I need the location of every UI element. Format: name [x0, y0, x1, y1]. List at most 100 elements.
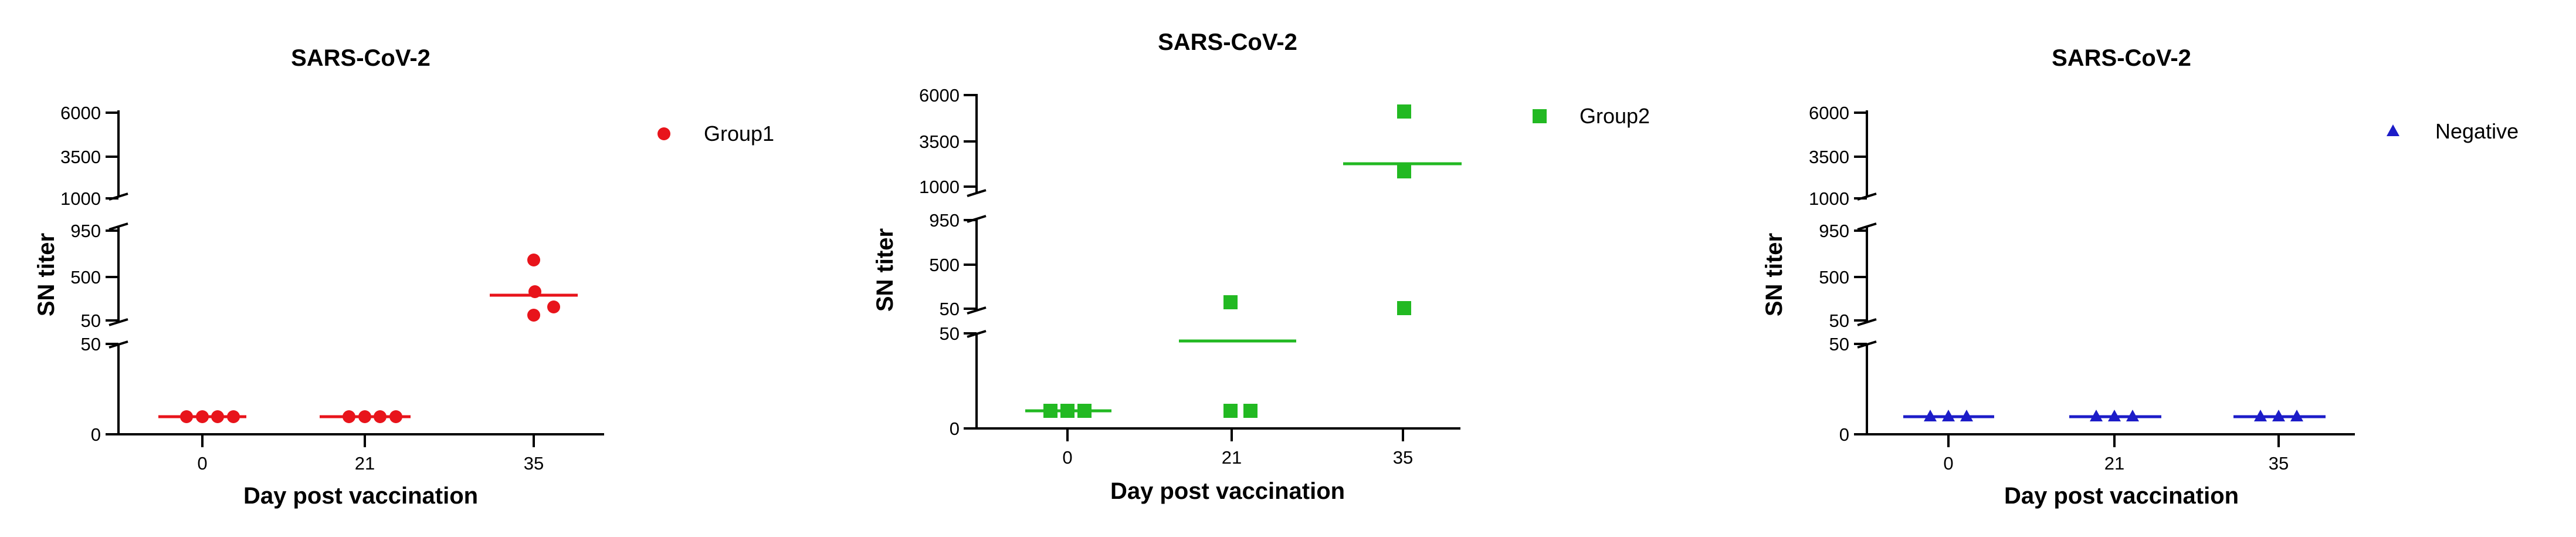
y-tick-label: 50 [940, 299, 960, 319]
data-point-day0 [180, 410, 193, 423]
y-tick-label: 3500 [60, 147, 101, 167]
data-point-day21 [374, 410, 387, 423]
data-point-day35 [2272, 410, 2285, 421]
plot-marks [158, 254, 578, 423]
y-tick-label: 1000 [1809, 188, 1849, 209]
y-axis [1854, 110, 1877, 435]
y-axis [964, 94, 987, 430]
x-tick-labels: 0 21 35 [1062, 447, 1413, 468]
x-tick-label: 0 [197, 453, 207, 474]
data-point-day0 [1077, 404, 1092, 418]
legend-marker [2387, 124, 2399, 136]
data-point-day35 [2254, 410, 2267, 421]
data-point-day21 [389, 410, 402, 423]
y-tick-label: 6000 [60, 103, 101, 123]
x-tick-label: 21 [2104, 453, 2124, 474]
data-point-day35 [1397, 164, 1411, 178]
x-tick-label: 0 [1062, 447, 1072, 468]
data-point-day35 [527, 254, 540, 266]
y-tick-labels: 6000 3500 1000 950 500 50 50 0 [1809, 103, 1849, 445]
data-point-day21 [358, 410, 371, 423]
chart-title: SARS-CoV-2 [1158, 29, 1297, 55]
data-point-day0 [1942, 410, 1955, 421]
y-tick-label: 3500 [1809, 147, 1849, 167]
y-tick-label: 50 [1829, 334, 1849, 354]
y-tick-label: 3500 [919, 131, 960, 152]
chart-panel-2: SARS-CoV-2 SN titer Day post vaccination… [872, 29, 1650, 504]
data-point-day35 [2290, 410, 2303, 421]
data-point-day35 [527, 309, 540, 322]
data-point-day0 [1043, 404, 1057, 418]
x-tick-label: 0 [1943, 453, 1953, 474]
chart-title: SARS-CoV-2 [291, 45, 431, 71]
y-tick-label: 950 [1819, 221, 1849, 241]
data-point-day0 [1924, 410, 1937, 421]
y-axis-label: SN titer [872, 228, 898, 312]
data-point-day21 [1243, 404, 1258, 418]
plot-marks [1025, 104, 1462, 418]
data-point-day0 [211, 410, 224, 423]
data-point-day35 [1397, 301, 1411, 315]
y-tick-label: 0 [91, 424, 101, 445]
x-tick-label: 35 [2269, 453, 2289, 474]
data-point-day0 [1960, 410, 1973, 421]
y-tick-label: 500 [1819, 267, 1849, 288]
y-tick-label: 50 [81, 310, 101, 331]
legend: Negative [2387, 119, 2519, 143]
data-point-day21 [1223, 404, 1238, 418]
y-tick-label: 6000 [1809, 103, 1849, 123]
x-axis [1867, 433, 2355, 447]
data-point-day0 [196, 410, 209, 423]
chart-panel-1: SARS-CoV-2 SN titer Day post vaccination… [33, 45, 774, 509]
data-point-day21 [343, 410, 355, 423]
y-tick-label: 950 [929, 210, 960, 231]
x-tick-labels: 0 21 35 [197, 453, 544, 474]
data-point-day35 [547, 300, 560, 313]
x-axis-label: Day post vaccination [2004, 483, 2239, 509]
legend-label: Group2 [1580, 104, 1650, 128]
x-axis [118, 433, 604, 447]
x-tick-labels: 0 21 35 [1943, 453, 2289, 474]
x-axis-label: Day post vaccination [243, 483, 478, 509]
y-tick-labels: 6000 3500 1000 950 500 50 50 0 [60, 103, 101, 445]
data-point-day0 [1060, 404, 1075, 418]
y-tick-label: 1000 [919, 177, 960, 197]
y-tick-label: 0 [1839, 424, 1849, 445]
data-point-day35 [1397, 104, 1411, 119]
x-axis-label: Day post vaccination [1110, 478, 1345, 504]
y-tick-label: 0 [950, 418, 960, 439]
y-tick-label: 950 [70, 221, 101, 241]
x-tick-label: 35 [524, 453, 544, 474]
plot-marks [1903, 410, 2326, 421]
x-tick-label: 35 [1393, 447, 1413, 468]
data-point-day35 [528, 285, 541, 298]
data-point-day21 [1223, 295, 1238, 309]
x-tick-label: 21 [1222, 447, 1242, 468]
legend-marker [1533, 109, 1547, 123]
y-tick-label: 1000 [60, 188, 101, 209]
y-axis-label: SN titer [1761, 233, 1787, 316]
legend: Group1 [657, 121, 774, 146]
x-axis [977, 427, 1460, 441]
y-axis-label: SN titer [33, 233, 59, 316]
legend-label: Group1 [704, 121, 774, 146]
legend-marker [657, 127, 670, 140]
y-tick-label: 500 [929, 255, 960, 275]
data-point-day21 [2108, 410, 2121, 421]
legend-label: Negative [2435, 119, 2519, 143]
y-tick-label: 50 [940, 323, 960, 344]
legend: Group2 [1533, 104, 1650, 128]
data-point-day21 [2090, 410, 2103, 421]
y-tick-label: 500 [70, 267, 101, 288]
x-tick-label: 21 [355, 453, 375, 474]
chart-title: SARS-CoV-2 [2052, 45, 2191, 71]
y-tick-label: 50 [81, 334, 101, 354]
y-axis [106, 110, 128, 435]
y-tick-labels: 6000 3500 1000 950 500 50 50 0 [919, 85, 960, 439]
y-tick-label: 6000 [919, 85, 960, 106]
data-point-day21 [2126, 410, 2139, 421]
y-tick-label: 50 [1829, 310, 1849, 331]
data-point-day0 [227, 410, 240, 423]
chart-panel-3: SARS-CoV-2 SN titer Day post vaccination… [1761, 45, 2519, 509]
